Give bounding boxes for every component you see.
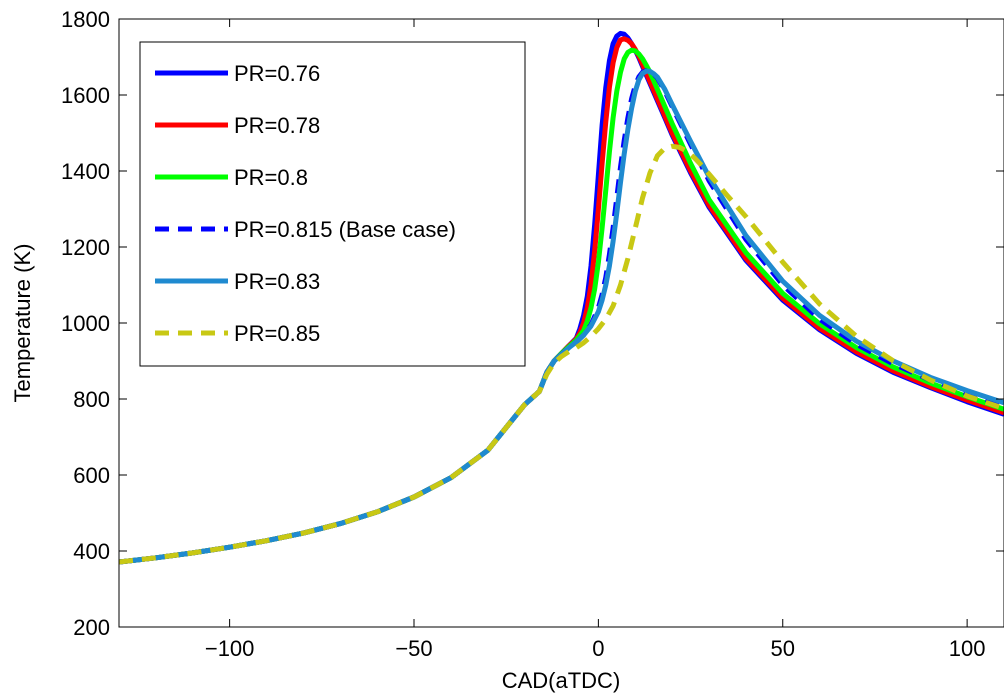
- y-tick-label: 1200: [61, 235, 110, 260]
- series-line-pr-0-85: [119, 143, 1004, 565]
- y-tick-label: 200: [73, 615, 110, 640]
- series-layer: [119, 30, 1004, 565]
- legend-box: [139, 41, 526, 367]
- legend-label: PR=0.8: [234, 165, 308, 190]
- x-tick-label: −100: [205, 636, 255, 661]
- x-tick-label: −50: [395, 636, 432, 661]
- ticks-layer: −100 −50 0 50 100 200 400 600 800 1000 1200 1400 160…: [61, 7, 1004, 661]
- y-tick-label: 400: [73, 539, 110, 564]
- legend-label: PR=0.76: [234, 61, 320, 86]
- y-tick-label: 800: [73, 387, 110, 412]
- legend-label: PR=0.85: [234, 321, 320, 346]
- y-tick-label: 1600: [61, 83, 110, 108]
- legend-label: PR=0.815 (Base case): [234, 217, 456, 242]
- legend: PR=0.76 PR=0.78 PR=0.8 PR=0.815 (Base case)…: [139, 41, 526, 367]
- y-tick-label: 600: [73, 463, 110, 488]
- x-axis-label: CAD(aTDC): [502, 668, 621, 693]
- x-tick-label: 100: [949, 636, 986, 661]
- legend-item-pr-0-815-base-case: PR=0.815 (Base case): [155, 217, 456, 242]
- legend-item-pr-0-83: PR=0.83: [155, 269, 320, 294]
- y-tick-label: 1400: [61, 159, 110, 184]
- y-tick-label: 1800: [61, 7, 110, 32]
- legend-label: PR=0.78: [234, 113, 320, 138]
- y-tick-label: 1000: [61, 311, 110, 336]
- legend-item-pr-0-85: PR=0.85: [155, 321, 320, 346]
- legend-item-pr-0-78: PR=0.78: [155, 113, 320, 138]
- x-tick-label: 0: [592, 636, 604, 661]
- legend-item-pr-0-8: PR=0.8: [155, 165, 308, 190]
- legend-label: PR=0.83: [234, 269, 320, 294]
- x-tick-label: 50: [771, 636, 795, 661]
- y-axis-label: Temperature (K): [10, 244, 35, 403]
- legend-item-pr-0-76: PR=0.76: [155, 61, 320, 86]
